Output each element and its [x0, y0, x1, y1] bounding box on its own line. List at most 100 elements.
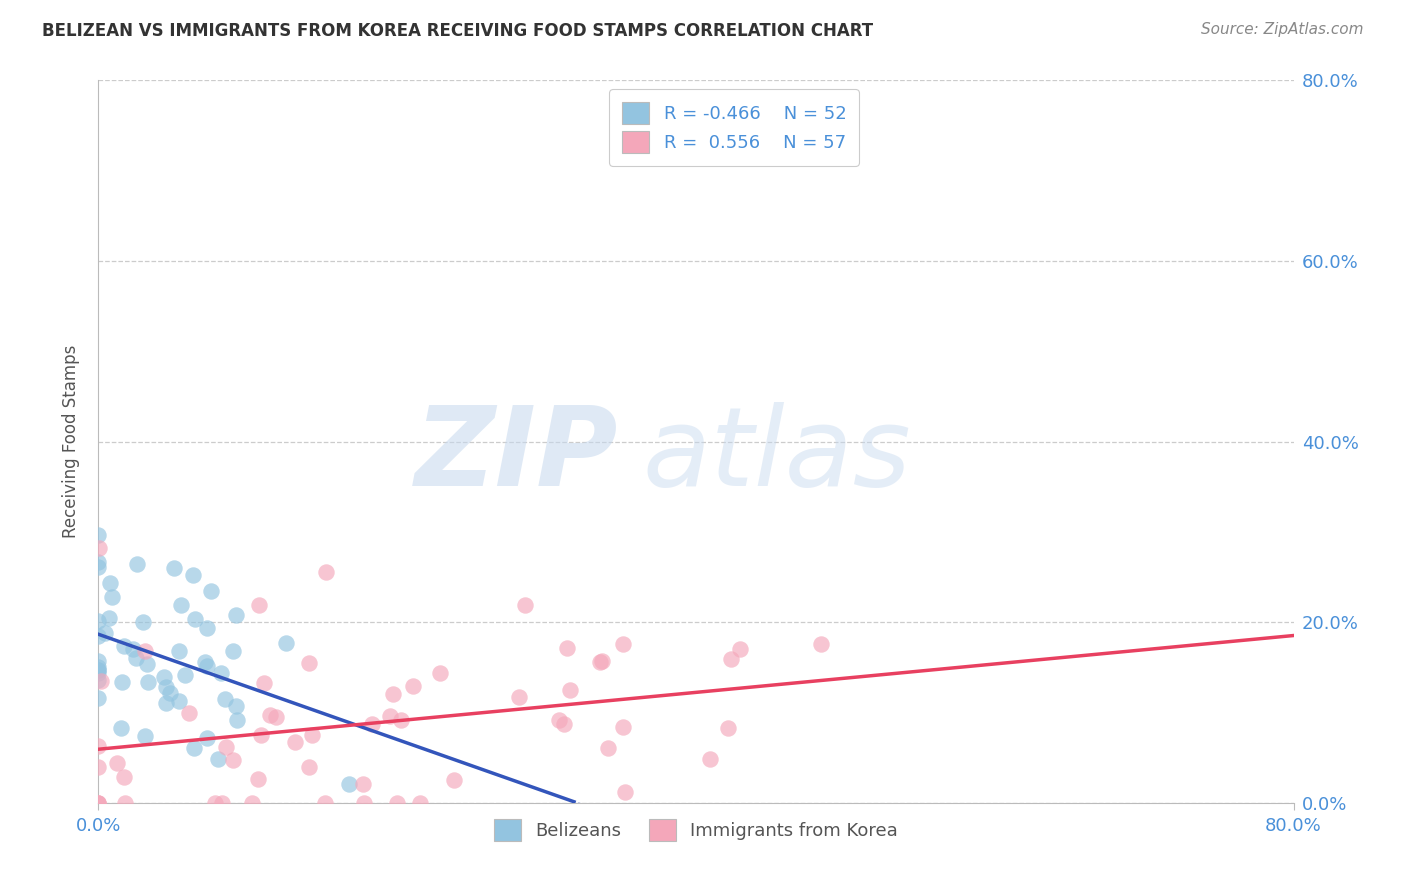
Legend: Belizeans, Immigrants from Korea: Belizeans, Immigrants from Korea: [486, 812, 905, 848]
Point: [207, 752, 229, 766]
Text: BELIZEAN VS IMMIGRANTS FROM KOREA RECEIVING FOOD STAMPS CORRELATION CHART: BELIZEAN VS IMMIGRANTS FROM KOREA RECEIV…: [42, 22, 873, 40]
Point: [728, 641, 751, 656]
Point: [259, 707, 281, 722]
Point: [353, 796, 375, 810]
Point: [169, 643, 191, 657]
Point: [195, 731, 218, 745]
Point: [87, 614, 110, 628]
Point: [87, 673, 110, 688]
Point: [87, 560, 110, 574]
Point: [225, 607, 247, 622]
Point: [114, 796, 136, 810]
Point: [508, 690, 530, 705]
Point: [181, 567, 204, 582]
Point: [429, 665, 451, 680]
Point: [612, 720, 634, 734]
Point: [134, 644, 156, 658]
Point: [90, 674, 112, 689]
Point: [389, 713, 412, 727]
Point: [337, 777, 360, 791]
Point: [264, 709, 287, 723]
Point: [301, 728, 323, 742]
Point: [284, 735, 307, 749]
Point: [179, 706, 201, 720]
Point: [720, 651, 742, 665]
Point: [98, 576, 121, 591]
Point: [87, 663, 110, 677]
Point: [591, 654, 613, 668]
Point: [598, 740, 620, 755]
Point: [110, 674, 132, 689]
Point: [155, 680, 177, 694]
Point: [409, 796, 432, 810]
Point: [215, 739, 238, 754]
Point: [87, 527, 110, 541]
Point: [87, 541, 110, 555]
Point: [558, 683, 581, 698]
Point: [553, 717, 575, 731]
Point: [125, 557, 148, 571]
Point: [184, 612, 207, 626]
Point: [253, 676, 276, 690]
Point: [87, 796, 110, 810]
Point: [214, 691, 236, 706]
Point: [87, 739, 110, 753]
Point: [136, 657, 159, 671]
Point: [121, 642, 143, 657]
Point: [298, 656, 321, 670]
Text: atlas: atlas: [643, 402, 911, 509]
Point: [242, 796, 264, 810]
Point: [97, 611, 120, 625]
Point: [134, 729, 156, 743]
Point: [174, 668, 197, 682]
Point: [87, 665, 110, 680]
Point: [136, 675, 159, 690]
Point: [167, 694, 190, 708]
Point: [402, 679, 425, 693]
Point: [87, 663, 110, 677]
Point: [194, 655, 217, 669]
Point: [810, 637, 832, 651]
Point: [717, 721, 740, 735]
Point: [614, 785, 637, 799]
Point: [250, 728, 273, 742]
Point: [378, 708, 401, 723]
Point: [163, 561, 186, 575]
Point: [276, 635, 298, 649]
Point: [195, 621, 218, 635]
Point: [699, 751, 721, 765]
Point: [87, 660, 110, 674]
Point: [87, 760, 110, 774]
Point: [200, 584, 222, 599]
Point: [315, 565, 337, 579]
Text: Source: ZipAtlas.com: Source: ZipAtlas.com: [1201, 22, 1364, 37]
Point: [589, 655, 612, 669]
Point: [105, 756, 128, 770]
Point: [170, 598, 193, 612]
Point: [153, 670, 176, 684]
Point: [387, 796, 409, 810]
Point: [204, 796, 226, 810]
Point: [352, 777, 374, 791]
Point: [612, 636, 634, 650]
Point: [112, 639, 135, 653]
Y-axis label: Receiving Food Stamps: Receiving Food Stamps: [62, 345, 80, 538]
Point: [87, 654, 110, 668]
Point: [361, 717, 384, 731]
Point: [155, 697, 177, 711]
Point: [443, 772, 465, 787]
Point: [222, 643, 245, 657]
Point: [132, 615, 155, 629]
Point: [381, 687, 404, 701]
Point: [225, 713, 247, 727]
Point: [209, 665, 232, 680]
Point: [87, 629, 110, 643]
Point: [225, 698, 247, 713]
Point: [195, 658, 218, 673]
Point: [110, 721, 132, 735]
Point: [112, 771, 135, 785]
Point: [100, 590, 122, 604]
Point: [87, 796, 110, 810]
Text: ZIP: ZIP: [415, 402, 619, 509]
Point: [87, 555, 110, 569]
